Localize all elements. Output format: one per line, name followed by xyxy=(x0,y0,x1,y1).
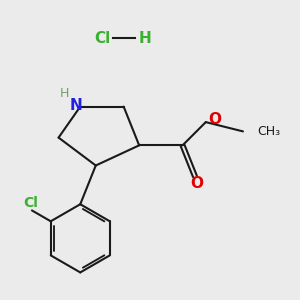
Text: H: H xyxy=(59,87,69,100)
Text: CH₃: CH₃ xyxy=(257,125,280,138)
Text: N: N xyxy=(69,98,82,112)
Text: O: O xyxy=(208,112,221,127)
Text: Cl: Cl xyxy=(94,31,110,46)
Text: O: O xyxy=(190,176,203,191)
Text: Cl: Cl xyxy=(23,196,38,210)
Text: H: H xyxy=(139,31,152,46)
